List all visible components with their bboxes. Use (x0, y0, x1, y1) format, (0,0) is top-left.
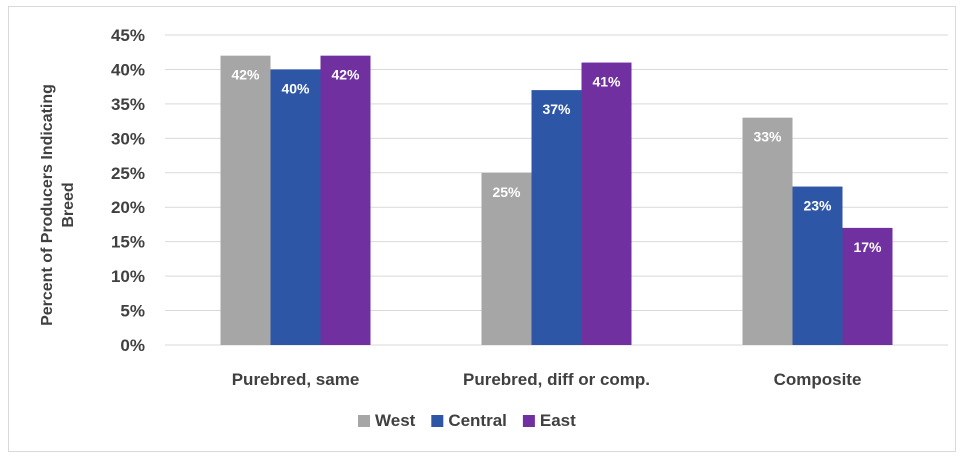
legend-swatch-east (522, 415, 535, 427)
x-category-label: Composite (774, 370, 862, 389)
y-axis-title-line-1: Percent of Producers Indicating (39, 84, 56, 326)
bar-central-1 (270, 69, 321, 345)
data-label-east-1: 42% (331, 67, 360, 83)
legend-label-east: East (540, 411, 576, 430)
x-category-label: Purebred, diff or comp. (463, 370, 650, 389)
bar-west-1 (220, 55, 271, 346)
y-tick-label: 45% (111, 26, 145, 45)
x-category-label: Purebred, same (232, 370, 360, 389)
data-label-west-2: 25% (492, 184, 521, 200)
y-tick-label: 25% (111, 164, 145, 183)
y-tick-label: 20% (111, 198, 145, 217)
y-tick-label: 35% (111, 95, 145, 114)
legend-swatch-central (431, 415, 444, 427)
legend-label-west: West (375, 411, 416, 430)
bar-west-2 (481, 172, 532, 345)
data-label-west-1: 42% (231, 67, 260, 83)
legend-swatch-west (358, 415, 370, 427)
y-tick-label: 10% (111, 267, 145, 286)
bar-east-1 (320, 55, 371, 346)
data-label-central-2: 37% (542, 101, 571, 117)
bar-east-3 (842, 227, 893, 345)
data-label-east-2: 41% (592, 74, 621, 90)
data-label-central-1: 40% (281, 80, 310, 96)
y-tick-label: 5% (120, 302, 145, 321)
bar-central-3 (792, 186, 843, 345)
data-label-east-3: 17% (853, 239, 882, 255)
y-tick-label: 30% (111, 129, 145, 148)
bar-west-3 (742, 117, 793, 346)
data-label-west-3: 33% (753, 129, 782, 145)
bar-central-2 (531, 90, 582, 345)
y-tick-label: 0% (120, 336, 145, 355)
legend-label-central: Central (448, 411, 507, 430)
y-tick-label: 15% (111, 233, 145, 252)
y-tick-label: 40% (111, 60, 145, 79)
bar-east-2 (581, 62, 632, 346)
data-label-central-3: 23% (803, 198, 832, 214)
y-axis-title-line-2: Breed (60, 182, 77, 227)
